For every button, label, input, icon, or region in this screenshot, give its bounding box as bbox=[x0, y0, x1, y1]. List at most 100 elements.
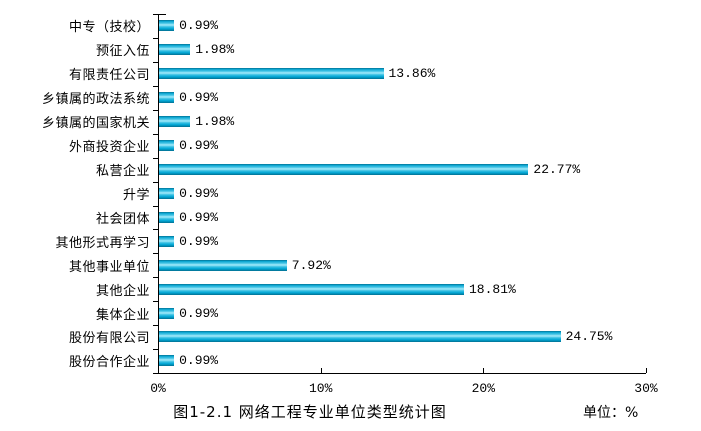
value-label: 0.99% bbox=[179, 90, 219, 106]
value-label: 0.99% bbox=[179, 353, 219, 369]
chart-row: 中专（技校） 0.99% bbox=[0, 14, 701, 38]
bar-wrap: 0.99% bbox=[158, 18, 218, 33]
bar-wrap: 13.86% bbox=[158, 66, 435, 81]
y-axis-tick bbox=[153, 277, 158, 279]
category-label: 其他形式再学习 bbox=[55, 235, 150, 251]
bar-wrap: 0.99% bbox=[158, 306, 218, 321]
y-axis-top-tick bbox=[159, 14, 166, 15]
chart-title: 图1-2.1 网络工程专业单位类型统计图 bbox=[173, 403, 447, 421]
y-axis-tick bbox=[153, 325, 158, 327]
value-label: 24.75% bbox=[565, 329, 613, 345]
data-bar bbox=[158, 187, 175, 199]
x-tick-label: 10% bbox=[308, 381, 333, 396]
category-label: 股份有限公司 bbox=[68, 331, 150, 347]
category-label: 有限责任公司 bbox=[68, 68, 150, 84]
value-label: 0.99% bbox=[179, 305, 219, 321]
data-bar bbox=[158, 307, 175, 319]
category-label: 社会团体 bbox=[95, 211, 150, 227]
data-bar bbox=[158, 355, 175, 367]
chart-row: 其他形式再学习 0.99% bbox=[0, 229, 701, 253]
y-axis-tick bbox=[153, 301, 158, 303]
y-axis-tick bbox=[153, 253, 158, 255]
chart-row: 其他事业单位 7.92% bbox=[0, 253, 701, 277]
bar-wrap: 0.99% bbox=[158, 234, 218, 249]
y-axis-tick bbox=[153, 109, 158, 111]
chart-row: 私营企业 22.77% bbox=[0, 158, 701, 182]
chart-row: 股份合作企业 0.99% bbox=[0, 349, 701, 373]
bar-rows: 中专（技校） 0.99% 预征入伍 1.98% 有限责任公司 13.86% 乡镇属的政法系统… bbox=[0, 14, 701, 373]
category-label: 乡镇属的国家机关 bbox=[41, 116, 150, 132]
y-axis-tick bbox=[153, 133, 158, 135]
y-axis-tick bbox=[153, 85, 158, 87]
data-bar bbox=[158, 235, 175, 247]
category-label: 升学 bbox=[122, 187, 150, 203]
x-tick-label: 20% bbox=[471, 381, 495, 396]
x-axis-tick bbox=[646, 368, 647, 373]
x-tick-label: 30% bbox=[634, 381, 658, 396]
bar-wrap: 0.99% bbox=[158, 90, 218, 105]
y-axis-tick bbox=[153, 157, 158, 159]
chart-row: 社会团体 0.99% bbox=[0, 205, 701, 229]
value-label: 0.99% bbox=[179, 209, 219, 225]
bar-wrap: 0.99% bbox=[158, 210, 218, 225]
value-label: 0.99% bbox=[179, 138, 219, 154]
y-axis-tick bbox=[153, 61, 158, 63]
data-bar bbox=[158, 116, 191, 128]
value-label: 1.98% bbox=[195, 42, 235, 58]
bar-wrap: 18.81% bbox=[158, 282, 516, 297]
data-bar bbox=[158, 44, 191, 56]
bar-wrap: 0.99% bbox=[158, 186, 218, 201]
x-axis-line bbox=[158, 373, 646, 374]
x-axis-tick bbox=[483, 368, 485, 373]
y-axis-tick bbox=[153, 181, 158, 183]
y-axis-tick bbox=[153, 373, 158, 374]
value-label: 18.81% bbox=[469, 281, 516, 297]
chart-row: 集体企业 0.99% bbox=[0, 301, 701, 325]
y-axis-tick bbox=[153, 205, 158, 207]
unit-label: 单位：% bbox=[583, 405, 639, 421]
bar-wrap: 1.98% bbox=[158, 42, 234, 57]
chart-row: 外商投资企业 0.99% bbox=[0, 134, 701, 158]
data-bar bbox=[158, 68, 384, 80]
data-bar bbox=[158, 259, 287, 271]
value-label: 7.92% bbox=[291, 257, 331, 273]
y-axis-tick bbox=[153, 14, 158, 15]
category-label: 集体企业 bbox=[95, 307, 150, 323]
x-axis-tick bbox=[320, 368, 322, 373]
value-label: 0.99% bbox=[179, 185, 219, 201]
data-bar bbox=[158, 140, 175, 152]
value-label: 0.99% bbox=[179, 18, 219, 34]
category-label: 其他企业 bbox=[95, 283, 150, 299]
chart-row: 其他企业 18.81% bbox=[0, 277, 701, 301]
category-label: 中专（技校） bbox=[68, 20, 150, 36]
bar-wrap: 22.77% bbox=[158, 162, 580, 177]
chart-row: 预征入伍 1.98% bbox=[0, 38, 701, 62]
data-bar bbox=[158, 211, 175, 223]
category-label: 乡镇属的政法系统 bbox=[41, 92, 150, 108]
y-axis-tick bbox=[153, 349, 158, 351]
data-bar bbox=[158, 283, 464, 295]
chart-row: 股份有限公司 24.75% bbox=[0, 325, 701, 349]
category-label: 股份合作企业 bbox=[68, 355, 150, 371]
chart-row: 乡镇属的政法系统 0.99% bbox=[0, 86, 701, 110]
value-label: 22.77% bbox=[533, 161, 581, 177]
data-bar bbox=[158, 331, 561, 343]
bar-wrap: 0.99% bbox=[158, 138, 218, 153]
category-label: 私营企业 bbox=[95, 163, 150, 179]
value-label: 13.86% bbox=[388, 66, 436, 82]
category-label: 其他事业单位 bbox=[68, 259, 150, 275]
y-axis-tick bbox=[153, 37, 158, 39]
value-label: 1.98% bbox=[195, 114, 235, 130]
category-label: 预征入伍 bbox=[95, 44, 150, 60]
chart-row: 乡镇属的国家机关 1.98% bbox=[0, 110, 701, 134]
data-bar bbox=[158, 20, 175, 32]
bar-wrap: 7.92% bbox=[158, 258, 331, 273]
bar-wrap: 24.75% bbox=[158, 329, 612, 344]
chart-row: 有限责任公司 13.86% bbox=[0, 62, 701, 86]
category-label: 外商投资企业 bbox=[68, 140, 150, 156]
bar-wrap: 0.99% bbox=[158, 353, 218, 368]
bar-wrap: 1.98% bbox=[158, 114, 234, 129]
data-bar bbox=[158, 163, 529, 175]
x-tick-label: 0% bbox=[150, 381, 166, 396]
